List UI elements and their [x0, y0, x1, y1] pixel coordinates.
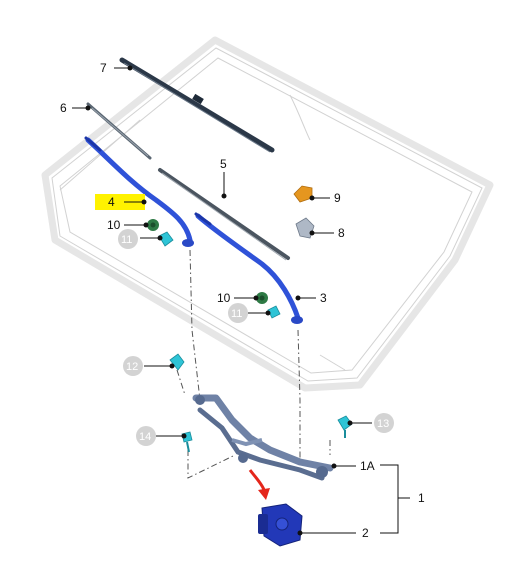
- badge-11b: [228, 303, 248, 323]
- wiper-linkage: [192, 394, 334, 481]
- clip-13: [337, 415, 353, 438]
- callout-7: 7: [100, 61, 107, 75]
- clip-12: [169, 353, 185, 371]
- badge-11a: [118, 229, 138, 249]
- washer-nozzle: [293, 185, 313, 203]
- callout-11b: 11: [231, 308, 242, 320]
- wiper-blade-long: [119, 57, 275, 153]
- callout-14: 14: [139, 431, 151, 443]
- arm-cap-passenger: [267, 305, 281, 319]
- callout-10b: 10: [217, 291, 231, 305]
- callout-12: 12: [126, 361, 138, 373]
- wiper-arm-passenger: [194, 212, 303, 324]
- wiper-arm-driver: [84, 136, 194, 247]
- windshield-outline: [41, 36, 494, 392]
- assembly-bracket: [380, 464, 410, 534]
- badge-12: [123, 356, 143, 376]
- wiper-motor: [258, 503, 303, 547]
- leader-lines: [72, 65, 372, 536]
- callout-1: 1: [418, 491, 425, 505]
- callout-10a: 10: [107, 218, 121, 232]
- wiper-blade-short: [86, 102, 152, 160]
- wiper-blade-passenger: [158, 168, 290, 261]
- callout-11a: 11: [121, 234, 132, 246]
- callout-8: 8: [338, 226, 345, 240]
- callout-4: 4: [108, 195, 115, 209]
- callout-3: 3: [320, 291, 327, 305]
- callout-13: 13: [377, 418, 389, 430]
- assembly-lines: [176, 249, 331, 479]
- badge-14: [136, 426, 156, 446]
- grey-callout-badges: [118, 229, 394, 446]
- arm-nut-passenger: [256, 292, 268, 304]
- curved-red-arrow-icon: [248, 469, 270, 500]
- arm-cap-driver: [158, 231, 174, 247]
- badge-13: [374, 413, 394, 433]
- callout-9: 9: [334, 191, 341, 205]
- callout-4-highlight: [95, 194, 145, 210]
- arm-nut-driver: [147, 219, 159, 231]
- callout-5: 5: [220, 157, 227, 171]
- callout-1A: 1A: [360, 459, 375, 473]
- callout-2: 2: [362, 526, 369, 540]
- callout-6: 6: [60, 101, 67, 115]
